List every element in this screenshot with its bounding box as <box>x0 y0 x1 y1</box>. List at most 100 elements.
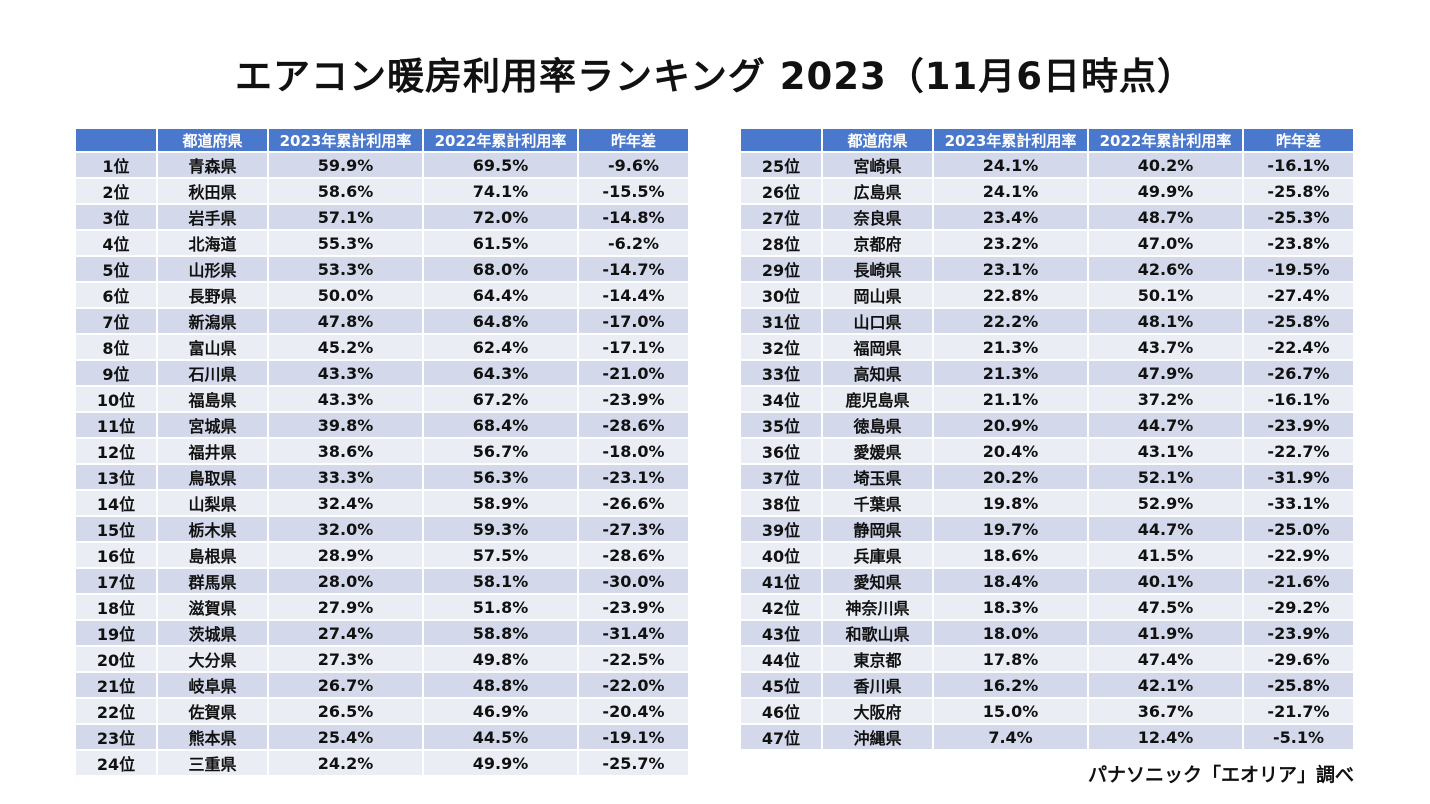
rate-2023-cell: 18.3% <box>933 593 1089 620</box>
prefecture-cell: 沖縄県 <box>822 723 934 749</box>
diff-cell: -29.6% <box>1243 645 1353 672</box>
rate-2022-cell: 42.6% <box>1088 255 1244 282</box>
rate-2022-cell: 48.8% <box>423 671 579 698</box>
prefecture-cell: 奈良県 <box>822 203 934 230</box>
rate-2022-cell: 43.7% <box>1088 333 1244 360</box>
rank-cell: 7位 <box>76 307 158 334</box>
rank-cell: 39位 <box>741 515 823 542</box>
diff-cell: -33.1% <box>1243 489 1353 516</box>
rate-2023-cell: 20.4% <box>933 437 1089 464</box>
table-row: 38位 千葉県 19.8% 52.9% -33.1% <box>741 489 1353 516</box>
table-row: 16位 島根県 28.9% 57.5% -28.6% <box>76 541 688 568</box>
prefecture-cell: 茨城県 <box>157 619 269 646</box>
diff-cell: -21.0% <box>578 359 688 386</box>
rate-2022-cell: 44.5% <box>423 723 579 750</box>
rank-cell: 3位 <box>76 203 158 230</box>
table-row: 7位 新潟県 47.8% 64.8% -17.0% <box>76 307 688 334</box>
rank-cell: 4位 <box>76 229 158 256</box>
rate-2022-cell: 62.4% <box>423 333 579 360</box>
rate-2022-cell: 74.1% <box>423 177 579 204</box>
table-row: 36位 愛媛県 20.4% 43.1% -22.7% <box>741 437 1353 464</box>
prefecture-cell: 山梨県 <box>157 489 269 516</box>
rate-2023-cell: 57.1% <box>268 203 424 230</box>
diff-cell: -31.4% <box>578 619 688 646</box>
rate-2023-cell: 23.4% <box>933 203 1089 230</box>
rate-2023-cell: 58.6% <box>268 177 424 204</box>
rank-cell: 1位 <box>76 151 158 178</box>
rate-2022-cell: 52.9% <box>1088 489 1244 516</box>
rate-2022-cell: 36.7% <box>1088 697 1244 724</box>
table-header-row: 都道府県 2023年累計利用率 2022年累計利用率 昨年差 <box>76 129 688 152</box>
rate-2023-cell: 18.6% <box>933 541 1089 568</box>
diff-cell: -23.9% <box>1243 411 1353 438</box>
table-row: 14位 山梨県 32.4% 58.9% -26.6% <box>76 489 688 516</box>
rate-2023-cell: 38.6% <box>268 437 424 464</box>
rank-cell: 43位 <box>741 619 823 646</box>
rate-2023-cell: 21.1% <box>933 385 1089 412</box>
table-row: 10位 福島県 43.3% 67.2% -23.9% <box>76 385 688 412</box>
rate-2022-cell: 47.5% <box>1088 593 1244 620</box>
rank-cell: 42位 <box>741 593 823 620</box>
rate-2022-cell: 12.4% <box>1088 723 1244 749</box>
rate-2023-cell: 19.8% <box>933 489 1089 516</box>
rate-2022-cell: 51.8% <box>423 593 579 620</box>
rate-2022-cell: 61.5% <box>423 229 579 256</box>
rate-2023-cell: 24.1% <box>933 151 1089 178</box>
diff-cell: -30.0% <box>578 567 688 594</box>
rank-cell: 31位 <box>741 307 823 334</box>
table-row: 3位 岩手県 57.1% 72.0% -14.8% <box>76 203 688 230</box>
page-title: エアコン暖房利用率ランキング 2023（11月6日時点） <box>235 55 1195 98</box>
rank-cell: 38位 <box>741 489 823 516</box>
rate-2022-cell: 41.5% <box>1088 541 1244 568</box>
rate-2022-cell: 64.4% <box>423 281 579 308</box>
diff-cell: -16.1% <box>1243 385 1353 412</box>
table-row: 21位 岐阜県 26.7% 48.8% -22.0% <box>76 671 688 698</box>
header-2023-rate: 2023年累計利用率 <box>933 129 1089 152</box>
rate-2023-cell: 21.3% <box>933 333 1089 360</box>
diff-cell: -21.7% <box>1243 697 1353 724</box>
table-row: 15位 栃木県 32.0% 59.3% -27.3% <box>76 515 688 542</box>
rate-2022-cell: 48.1% <box>1088 307 1244 334</box>
header-prefecture: 都道府県 <box>822 129 934 152</box>
rank-cell: 29位 <box>741 255 823 282</box>
table-row: 25位 宮崎県 24.1% 40.2% -16.1% <box>741 151 1353 178</box>
rank-cell: 37位 <box>741 463 823 490</box>
prefecture-cell: 石川県 <box>157 359 269 386</box>
table-row: 46位 大阪府 15.0% 36.7% -21.7% <box>741 697 1353 724</box>
rate-2022-cell: 59.3% <box>423 515 579 542</box>
diff-cell: -21.6% <box>1243 567 1353 594</box>
rate-2023-cell: 55.3% <box>268 229 424 256</box>
diff-cell: -6.2% <box>578 229 688 256</box>
prefecture-cell: 山口県 <box>822 307 934 334</box>
rank-cell: 6位 <box>76 281 158 308</box>
rate-2023-cell: 47.8% <box>268 307 424 334</box>
prefecture-cell: 徳島県 <box>822 411 934 438</box>
header-2022-rate: 2022年累計利用率 <box>1088 129 1244 152</box>
prefecture-cell: 大分県 <box>157 645 269 672</box>
table-row: 39位 静岡県 19.7% 44.7% -25.0% <box>741 515 1353 542</box>
diff-cell: -15.5% <box>578 177 688 204</box>
rate-2023-cell: 18.0% <box>933 619 1089 646</box>
diff-cell: -14.4% <box>578 281 688 308</box>
rank-cell: 5位 <box>76 255 158 282</box>
table-row: 13位 鳥取県 33.3% 56.3% -23.1% <box>76 463 688 490</box>
prefecture-cell: 東京都 <box>822 645 934 672</box>
rank-cell: 18位 <box>76 593 158 620</box>
rank-cell: 11位 <box>76 411 158 438</box>
diff-cell: -26.7% <box>1243 359 1353 386</box>
rank-cell: 10位 <box>76 385 158 412</box>
rank-cell: 24位 <box>76 749 158 775</box>
rate-2023-cell: 28.9% <box>268 541 424 568</box>
rate-2023-cell: 23.2% <box>933 229 1089 256</box>
rate-2022-cell: 49.9% <box>1088 177 1244 204</box>
prefecture-cell: 岡山県 <box>822 281 934 308</box>
prefecture-cell: 滋賀県 <box>157 593 269 620</box>
prefecture-cell: 秋田県 <box>157 177 269 204</box>
prefecture-cell: 京都府 <box>822 229 934 256</box>
rank-cell: 21位 <box>76 671 158 698</box>
diff-cell: -17.1% <box>578 333 688 360</box>
diff-cell: -25.7% <box>578 749 688 775</box>
table-row: 2位 秋田県 58.6% 74.1% -15.5% <box>76 177 688 204</box>
header-rank <box>741 129 823 152</box>
table-row: 28位 京都府 23.2% 47.0% -23.8% <box>741 229 1353 256</box>
